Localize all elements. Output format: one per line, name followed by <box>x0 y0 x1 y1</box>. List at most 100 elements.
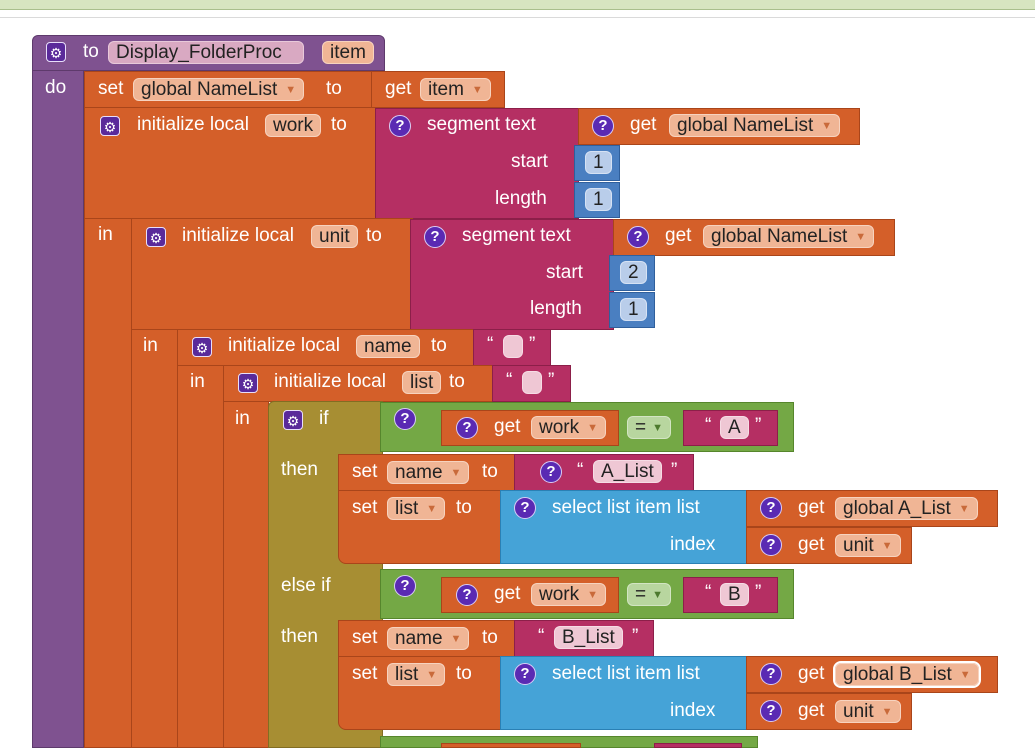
text-field-a-list[interactable]: A_List <box>593 460 662 483</box>
empty-text-field[interactable] <box>522 371 542 394</box>
var-dropdown-global-namelist[interactable]: global NameList ▼ <box>669 114 841 137</box>
var-dropdown-item[interactable]: item ▼ <box>420 78 491 101</box>
quote-open: “ <box>577 460 584 481</box>
gear-icon[interactable]: ⚙ <box>192 337 212 357</box>
question-mark-icon[interactable]: ? <box>424 226 446 248</box>
question-mark-icon[interactable]: ? <box>394 575 416 597</box>
var-dropdown-name[interactable]: name ▼ <box>387 627 470 650</box>
gear-icon[interactable]: ⚙ <box>238 373 258 393</box>
text-block-partial <box>654 743 742 748</box>
question-mark-icon[interactable]: ? <box>592 115 614 137</box>
in-label: in <box>98 224 113 245</box>
gear-icon[interactable]: ⚙ <box>100 116 120 136</box>
number-field-length[interactable]: 1 <box>620 298 647 321</box>
question-mark-icon[interactable]: ? <box>456 584 478 606</box>
toolbar-strip <box>0 0 1035 10</box>
chevron-down-icon: ▼ <box>450 467 462 479</box>
gear-icon[interactable]: ⚙ <box>146 227 166 247</box>
quote-close: ” <box>755 582 762 603</box>
chevron-down-icon: ▼ <box>881 706 893 718</box>
local-name-work[interactable]: work <box>265 114 322 137</box>
text-field-a[interactable]: A <box>720 416 749 439</box>
procedure-to-label: to <box>83 41 99 62</box>
number-field-length[interactable]: 1 <box>585 188 612 211</box>
operator-dropdown[interactable]: = ▼ <box>627 583 671 606</box>
local-name-name[interactable]: name <box>356 335 420 358</box>
empty-text-field[interactable] <box>503 335 523 358</box>
var-dropdown-global-namelist[interactable]: global NameList ▼ <box>703 225 875 248</box>
question-mark-icon[interactable]: ? <box>760 663 782 685</box>
select-list-item-label: select list item list <box>552 497 700 518</box>
var-dropdown-list[interactable]: list ▼ <box>387 663 446 686</box>
quote-open: “ <box>538 626 545 647</box>
number-field-start[interactable]: 2 <box>620 261 647 284</box>
to-label: to <box>366 225 382 246</box>
question-mark-icon[interactable]: ? <box>514 497 536 519</box>
local-name-list[interactable]: list <box>402 371 442 394</box>
text-field-b-list[interactable]: B_List <box>554 626 623 649</box>
var-dropdown-global-a-list[interactable]: global A_List ▼ <box>835 497 978 520</box>
init-local-name-body[interactable] <box>177 365 224 748</box>
var-dropdown-global-namelist[interactable]: global NameList ▼ <box>133 78 305 101</box>
chevron-down-icon: ▼ <box>821 120 833 132</box>
question-mark-icon[interactable]: ? <box>760 497 782 519</box>
start-label: start <box>546 262 583 283</box>
chevron-down-icon: ▼ <box>285 84 297 96</box>
question-mark-icon[interactable]: ? <box>394 408 416 430</box>
var-dropdown-unit[interactable]: unit ▼ <box>835 534 901 557</box>
get-label: get <box>798 497 825 518</box>
procedure-param-item[interactable]: item <box>322 41 374 64</box>
chevron-down-icon: ▼ <box>959 669 971 681</box>
init-local-unit-block[interactable] <box>131 218 413 330</box>
gear-icon[interactable]: ⚙ <box>46 42 66 62</box>
init-local-unit-body[interactable] <box>131 329 178 748</box>
in-label: in <box>190 371 205 392</box>
to-label: to <box>449 371 465 392</box>
init-local-work-body[interactable] <box>84 218 132 748</box>
procedure-do-label: do <box>45 77 67 98</box>
chevron-down-icon: ▼ <box>958 503 970 515</box>
question-mark-icon[interactable]: ? <box>627 226 649 248</box>
then-label: then <box>281 459 318 480</box>
question-mark-icon[interactable]: ? <box>760 700 782 722</box>
question-mark-icon[interactable]: ? <box>456 417 478 439</box>
select-list-item-block[interactable] <box>500 656 748 730</box>
procedure-name-field[interactable]: Display_FolderProc <box>108 41 304 64</box>
to-label: to <box>482 627 498 648</box>
question-mark-icon[interactable]: ? <box>540 461 562 483</box>
text-field-b[interactable]: B <box>720 583 749 606</box>
chevron-down-icon: ▼ <box>471 84 483 96</box>
number-field-start[interactable]: 1 <box>585 151 612 174</box>
question-mark-icon[interactable]: ? <box>514 663 536 685</box>
init-local-label: initialize local <box>182 225 294 246</box>
to-label: to <box>326 78 342 99</box>
var-dropdown-work[interactable]: work ▼ <box>531 583 607 606</box>
select-list-item-block[interactable] <box>500 490 748 564</box>
else-if-label: else if <box>281 575 331 596</box>
gear-icon[interactable]: ⚙ <box>283 410 303 430</box>
local-name-unit[interactable]: unit <box>311 225 358 248</box>
var-dropdown-global-b-list[interactable]: global B_List ▼ <box>833 661 981 688</box>
question-mark-icon[interactable]: ? <box>760 534 782 556</box>
var-dropdown-name[interactable]: name ▼ <box>387 461 470 484</box>
chevron-down-icon: ▼ <box>450 633 462 645</box>
var-dropdown-unit[interactable]: unit ▼ <box>835 700 901 723</box>
operator-dropdown[interactable]: = ▼ <box>627 416 671 439</box>
init-local-list-body[interactable] <box>223 401 269 748</box>
to-label: to <box>431 335 447 356</box>
var-dropdown-work[interactable]: work ▼ <box>531 416 607 439</box>
quote-close: ” <box>632 626 639 647</box>
var-dropdown-list[interactable]: list ▼ <box>387 497 446 520</box>
length-label: length <box>530 298 582 319</box>
procedure-block-body[interactable] <box>32 70 84 748</box>
index-label: index <box>670 700 716 721</box>
in-label: in <box>235 408 250 429</box>
if-label: if <box>319 408 329 429</box>
divider <box>0 17 1035 18</box>
get-label: get <box>494 416 521 437</box>
to-label: to <box>456 663 472 684</box>
start-label: start <box>511 151 548 172</box>
quote-open: “ <box>705 415 712 436</box>
init-local-work-block[interactable] <box>84 107 378 219</box>
question-mark-icon[interactable]: ? <box>389 115 411 137</box>
